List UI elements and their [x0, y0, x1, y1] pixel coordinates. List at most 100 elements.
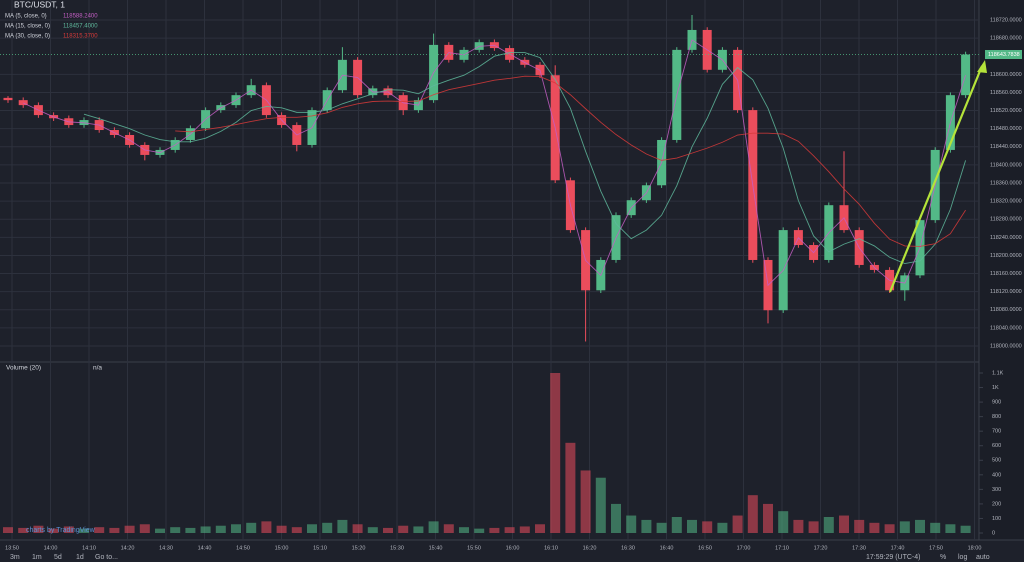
y-tick-label: 118440.0000 [990, 144, 1022, 150]
volume-bar [763, 503, 773, 533]
arrow-head [977, 60, 987, 73]
volume-bar [793, 519, 804, 533]
volume-bar [185, 527, 196, 533]
x-tick-label: 16:20 [583, 545, 597, 551]
legend-name: MA (30, close, 0) [5, 34, 50, 40]
y-tick-label: 118040.0000 [990, 325, 1022, 331]
volume-bar [443, 524, 454, 533]
volume-bar [48, 528, 59, 533]
volume-bar [611, 503, 621, 533]
x-tick-label: 17:00 [737, 545, 751, 551]
price-axis-area [979, 0, 1024, 540]
scale-option[interactable]: log [958, 554, 967, 561]
y-tick-label: 118520.0000 [990, 108, 1022, 114]
volume-bar [367, 527, 378, 533]
x-tick-label: 15:00 [275, 545, 289, 551]
scale-option[interactable]: auto [976, 554, 990, 561]
volume-bar [595, 477, 606, 533]
volume-bar [656, 522, 667, 533]
volume-bar [109, 527, 120, 533]
volume-bar [580, 470, 591, 533]
volume-bar [960, 525, 971, 533]
volume-bar [413, 526, 424, 533]
volume-bar [231, 524, 241, 533]
x-tick-label: 16:50 [698, 545, 712, 551]
volume-tick-label: 0 [992, 530, 995, 536]
volume-bar [671, 517, 682, 533]
volume-bar [808, 521, 819, 533]
volume-bar [246, 522, 257, 533]
volume-tick-label: 900 [992, 400, 1001, 406]
volume-bar [352, 524, 363, 533]
volume-bar [626, 515, 637, 533]
y-tick-label: 118360.0000 [990, 180, 1022, 186]
volume-bar [641, 519, 652, 533]
volume-bar [428, 521, 439, 533]
scale-option[interactable]: % [940, 554, 946, 561]
volume-bar [778, 511, 789, 533]
x-tick-label: 14:40 [198, 545, 212, 551]
volume-bar [79, 528, 89, 533]
volume-tick-label: 100 [992, 516, 1001, 522]
volume-bar [3, 527, 13, 533]
ma-line [23, 39, 967, 287]
legend-value: 118315.3700 [63, 34, 98, 40]
legend-name: MA (5, close, 0) [5, 14, 47, 20]
volume-bar [747, 495, 758, 533]
goto-button[interactable]: Go to... [95, 554, 118, 561]
volume-bar [732, 515, 743, 533]
volume-bar [915, 519, 925, 533]
x-tick-label: 18:00 [968, 545, 982, 551]
volume-bar [94, 527, 105, 533]
x-tick-label: 15:10 [313, 545, 327, 551]
range-button[interactable]: 5d [54, 554, 62, 561]
volume-bar [945, 524, 956, 533]
volume-bar [717, 522, 728, 533]
volume-status: n/a [93, 365, 102, 372]
volume-bar [854, 519, 865, 533]
volume-bar [139, 524, 150, 533]
volume-tick-label: 600 [992, 443, 1001, 449]
volume-bar [276, 525, 287, 533]
volume-tick-label: 200 [992, 501, 1001, 507]
volume-bar [261, 521, 272, 533]
volume-bar [884, 524, 895, 533]
range-button[interactable]: 1m [32, 554, 42, 561]
volume-bar [550, 373, 561, 533]
legend-value: 118457.4000 [63, 24, 98, 30]
x-tick-label: 15:50 [467, 545, 481, 551]
volume-bar [930, 522, 941, 533]
x-tick-label: 16:30 [621, 545, 635, 551]
range-button[interactable]: 3m [10, 554, 20, 561]
volume-tick-label: 800 [992, 414, 1001, 420]
volume-bar [200, 526, 211, 533]
volume-bar [519, 526, 530, 533]
x-tick-label: 15:20 [352, 545, 366, 551]
toolbar: Go to... 17:59:29 (UTC-4) 3m 1m 5d 1d% log au… [10, 554, 990, 561]
grid [0, 0, 983, 540]
volume-bar [307, 524, 317, 533]
volume-bar [459, 527, 469, 533]
legend: BTC/USDT, 1 MA (5, close, 0) 118588.2400 M… [5, 0, 98, 40]
volume-bar [702, 521, 713, 533]
volume-bar [398, 525, 409, 533]
volume-bar [823, 517, 834, 533]
chart-title: BTC/USDT, 1 [14, 0, 65, 9]
y-tick-label: 118560.0000 [990, 90, 1022, 96]
x-tick-label: 16:10 [544, 545, 558, 551]
x-tick-label: 15:40 [429, 545, 443, 551]
volume-bar [215, 525, 226, 533]
range-button[interactable]: 1d [76, 554, 84, 561]
x-tick-label: 14:30 [159, 545, 173, 551]
x-tick-label: 14:10 [82, 545, 96, 551]
volume-tick-label: 1K [992, 385, 999, 391]
volume-bar [124, 525, 135, 533]
x-tick-label: 14:00 [44, 545, 58, 551]
x-tick-label: 16:00 [506, 545, 520, 551]
volume-bar [687, 519, 697, 533]
volume-bar [337, 519, 348, 533]
volume-bar [899, 521, 910, 533]
volume-bar [504, 527, 515, 533]
y-tick-label: 118480.0000 [990, 126, 1022, 132]
